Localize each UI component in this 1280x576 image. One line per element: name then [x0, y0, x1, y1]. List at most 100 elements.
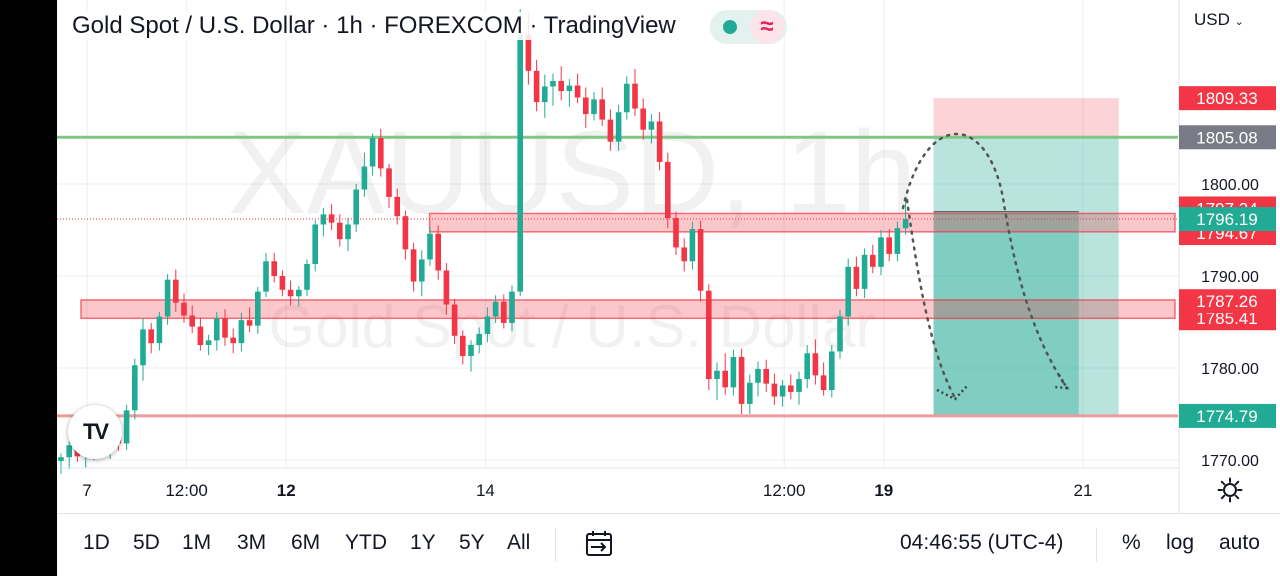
resistance-zones[interactable]	[80, 212, 1176, 320]
calendar-arrow-icon[interactable]	[584, 529, 614, 559]
price-label-tag[interactable]: 1809.33	[1179, 86, 1276, 111]
status-pill[interactable]: ≈	[710, 10, 787, 44]
clock-readout[interactable]: 04:46:55 (UTC-4)	[900, 531, 1064, 554]
range-3m-button[interactable]: 3M	[237, 531, 267, 554]
candle	[681, 238, 687, 272]
candle-body	[410, 249, 417, 282]
candle-body	[599, 99, 605, 120]
candle	[763, 359, 769, 392]
drawings[interactable]	[901, 132, 1070, 401]
price-axis[interactable]: 1770.001780.001790.001800.001797.341794.…	[1178, 0, 1276, 513]
candle-body	[615, 112, 622, 142]
chart-app: XAUUSD, 1h Gold Spot / U.S. Dollar 1770.…	[57, 0, 1280, 576]
candle-body	[886, 237, 892, 254]
price-label-bg	[1179, 125, 1276, 150]
candle	[156, 311, 163, 351]
candle	[829, 345, 835, 398]
candle-body	[755, 368, 761, 383]
price-label-text: 1785.41	[1196, 309, 1257, 328]
auto-scale-button[interactable]: auto	[1219, 531, 1260, 554]
gear-icon[interactable]	[1217, 477, 1243, 503]
price-label-tag[interactable]: 1805.08	[1179, 125, 1276, 150]
candle-body	[451, 304, 458, 336]
wave-icon[interactable]: ≈	[750, 10, 784, 44]
candle-body	[845, 266, 851, 317]
candle	[501, 294, 507, 329]
log-scale-button[interactable]: log	[1166, 531, 1195, 554]
candle-body	[689, 229, 696, 262]
candle	[402, 210, 409, 260]
take-profit-zone[interactable]	[933, 137, 1119, 416]
range-1m-button[interactable]: 1M	[182, 531, 212, 554]
stop-loss-zone[interactable]	[933, 98, 1119, 138]
candle-body	[337, 222, 343, 240]
candle-body	[263, 261, 269, 292]
price-tick-label: 1780.00	[1201, 361, 1259, 378]
watermark: XAUUSD, 1h Gold Spot / U.S. Dollar	[228, 107, 917, 360]
candle-body	[164, 279, 171, 317]
candle	[492, 295, 499, 323]
dotted-arc-right[interactable]	[905, 198, 957, 400]
candle	[296, 286, 302, 307]
time-tick-label: 12:00	[763, 481, 806, 500]
time-axis[interactable]: 7 12:00 12 14 12:00 19 21	[57, 467, 1178, 500]
price-label-tag[interactable]: 1787.26	[1179, 289, 1276, 314]
range-5d-button[interactable]: 5D	[133, 531, 160, 554]
candle	[771, 373, 778, 405]
tradingview-logo-icon[interactable]: TV	[68, 405, 122, 459]
dotted-arc-right-arrow[interactable]	[936, 385, 968, 401]
candle-body	[501, 301, 507, 323]
candle	[706, 284, 712, 391]
range-1d-button[interactable]: 1D	[83, 531, 110, 554]
candle-body	[214, 318, 220, 341]
time-tick-label: 19	[874, 481, 893, 500]
candle-body	[279, 276, 286, 290]
range-all-button[interactable]: All	[507, 531, 531, 554]
candle-body	[788, 385, 794, 392]
candle-body	[665, 161, 671, 219]
candle-body	[230, 337, 236, 344]
candle	[123, 404, 130, 450]
candle	[591, 92, 597, 121]
short-position-tool[interactable]	[933, 98, 1119, 417]
resistance-zone-1[interactable]	[80, 299, 1176, 320]
candle	[632, 69, 638, 116]
price-label-tag[interactable]: 1774.79	[1179, 403, 1276, 428]
candle	[460, 330, 466, 365]
profit-progress-zone[interactable]	[933, 211, 1079, 416]
price-label-tag[interactable]: 1796.19	[1179, 207, 1276, 232]
candle-body	[714, 370, 720, 380]
range-5y-button[interactable]: 5Y	[459, 531, 485, 554]
candle	[788, 374, 794, 400]
candle	[189, 305, 195, 334]
candle	[378, 128, 384, 177]
candle-body	[181, 302, 187, 316]
candle-body	[624, 83, 630, 113]
candle	[476, 327, 482, 354]
candle	[820, 362, 827, 396]
percent-scale-button[interactable]: %	[1122, 531, 1141, 554]
candle	[246, 307, 253, 333]
range-1y-button[interactable]: 1Y	[410, 531, 436, 554]
candle	[517, 9, 523, 297]
candle	[902, 196, 909, 235]
candle-body	[386, 168, 392, 197]
candle-body	[894, 228, 901, 254]
candle	[624, 76, 630, 120]
price-label-bg	[1179, 289, 1276, 314]
resistance-zone-0[interactable]	[428, 212, 1176, 233]
candle-body	[607, 119, 614, 142]
candle	[665, 152, 671, 229]
candle-body	[58, 457, 64, 461]
range-6m-button[interactable]: 6M	[291, 531, 321, 554]
candle-body	[189, 315, 195, 327]
currency-selector[interactable]: USD ⌄	[1194, 10, 1244, 30]
candle-body	[173, 279, 179, 303]
range-ytd-button[interactable]: YTD	[345, 531, 387, 554]
candle	[673, 211, 679, 255]
dotted-arc-left-arrow[interactable]	[1052, 374, 1070, 390]
candle-body	[517, 34, 523, 292]
price-chart[interactable]: XAUUSD, 1h Gold Spot / U.S. Dollar 1770.…	[57, 0, 1280, 513]
candle-body	[853, 266, 860, 289]
candle-body	[558, 80, 564, 92]
